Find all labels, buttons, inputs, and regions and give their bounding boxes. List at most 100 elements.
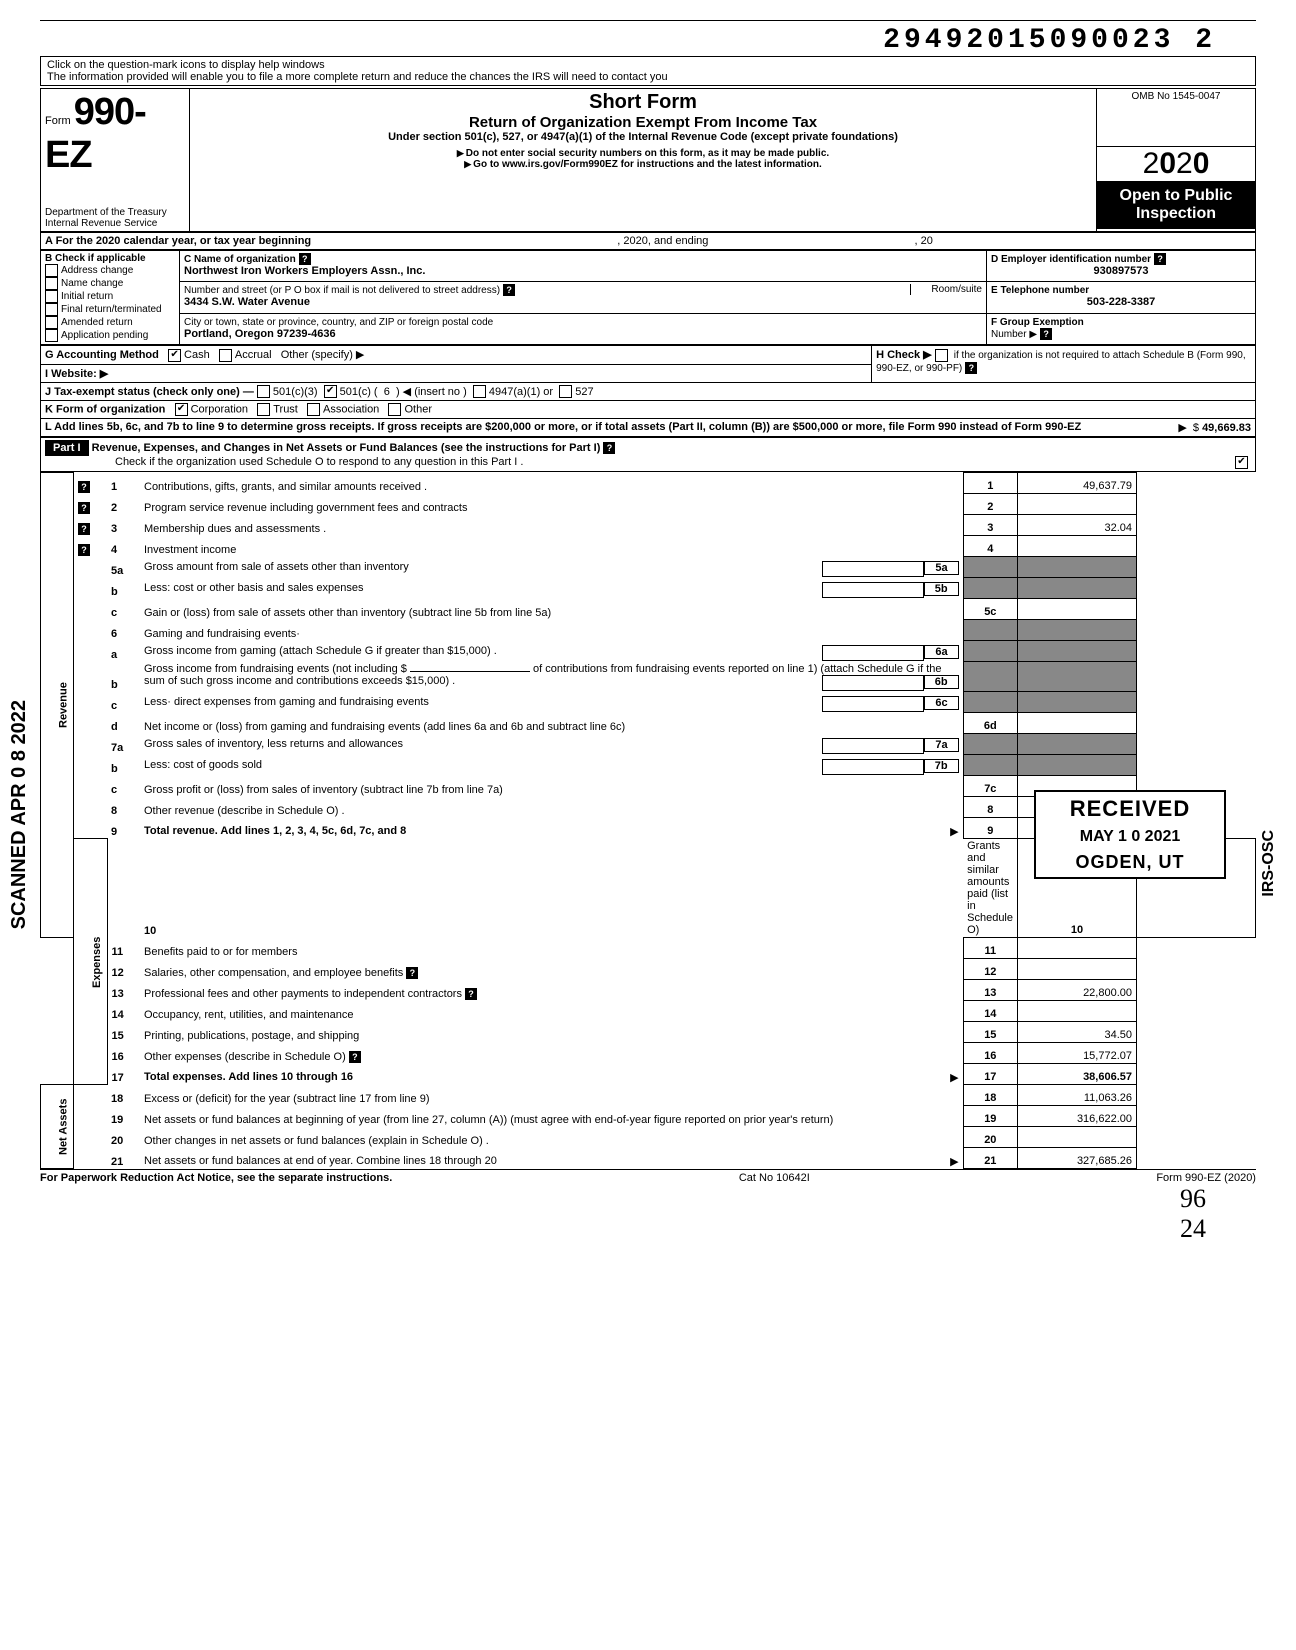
ln-6-text: Gaming and fundraising events· bbox=[140, 620, 963, 641]
f-label: F Group Exemption bbox=[991, 317, 1084, 328]
ln-3-amt[interactable]: 32.04 bbox=[1018, 515, 1137, 536]
help-icon[interactable]: ? bbox=[603, 442, 615, 454]
ln-19-text: Net assets or fund balances at beginning… bbox=[140, 1106, 963, 1127]
footer-mid: Cat No 10642I bbox=[739, 1172, 810, 1184]
cb-cash[interactable] bbox=[168, 349, 181, 362]
ln-13-amt[interactable]: 22,800.00 bbox=[1018, 980, 1137, 1001]
help-icon[interactable]: ? bbox=[299, 253, 311, 265]
ln-18-box: 18 bbox=[963, 1085, 1017, 1106]
ln-4-num: 4 bbox=[107, 536, 140, 557]
shaded-cell bbox=[1018, 692, 1137, 713]
ln-2-amt[interactable] bbox=[1018, 494, 1137, 515]
ln-17-amt[interactable]: 38,606.57 bbox=[1018, 1064, 1137, 1085]
ln-5a-amt[interactable] bbox=[822, 561, 924, 577]
help-icon[interactable]: ? bbox=[503, 284, 515, 296]
ln-12-text: Salaries, other compensation, and employ… bbox=[144, 967, 403, 979]
cb-address-change[interactable] bbox=[45, 264, 58, 277]
ln-3-text: Membership dues and assessments . bbox=[140, 515, 963, 536]
ln-21-amt[interactable]: 327,685.26 bbox=[1018, 1148, 1137, 1169]
ln-1-amt[interactable]: 49,637.79 bbox=[1018, 473, 1137, 494]
g-other: Other (specify) ▶ bbox=[281, 349, 365, 361]
help-icon[interactable]: ? bbox=[78, 523, 90, 535]
ln-16-amt[interactable]: 15,772.07 bbox=[1018, 1043, 1137, 1064]
cb-501c[interactable] bbox=[324, 385, 337, 398]
row-a: A For the 2020 calendar year, or tax yea… bbox=[40, 232, 1256, 250]
ln-6-num: 6 bbox=[107, 620, 140, 641]
ln-6d-amt[interactable] bbox=[1018, 713, 1137, 734]
shaded-cell bbox=[963, 620, 1017, 641]
dln-number: 29492015090023 2 bbox=[40, 25, 1256, 56]
ln-18-text: Excess or (deficit) for the year (subtra… bbox=[140, 1085, 963, 1106]
ln-6c-num: c bbox=[107, 692, 140, 713]
cb-other[interactable] bbox=[388, 403, 401, 416]
h-text: if the organization is not required to a… bbox=[876, 350, 1246, 374]
ln-1-box: 1 bbox=[963, 473, 1017, 494]
cb-initial-return[interactable] bbox=[45, 290, 58, 303]
help-icon[interactable]: ? bbox=[1040, 328, 1052, 340]
help-icon[interactable]: ? bbox=[465, 988, 477, 1000]
ln-5c-amt[interactable] bbox=[1018, 599, 1137, 620]
cb-assoc[interactable] bbox=[307, 403, 320, 416]
city-label: City or town, state or province, country… bbox=[184, 317, 493, 328]
ln-11-amt[interactable] bbox=[1018, 938, 1137, 959]
revenue-label: Revenue bbox=[41, 473, 74, 938]
ln-5c-box: 5c bbox=[963, 599, 1017, 620]
expenses-label: Expenses bbox=[74, 839, 108, 1085]
open-public-2: Inspection bbox=[1099, 205, 1253, 223]
ln-18-amt[interactable]: 11,063.26 bbox=[1018, 1085, 1137, 1106]
ln-11-text: Benefits paid to or for members bbox=[140, 938, 963, 959]
ln-4-box: 4 bbox=[963, 536, 1017, 557]
ln-4-amt[interactable] bbox=[1018, 536, 1137, 557]
ln-2-box: 2 bbox=[963, 494, 1017, 515]
omb-number: OMB No 1545-0047 bbox=[1097, 89, 1256, 147]
help-icon[interactable]: ? bbox=[1154, 253, 1166, 265]
ln-20-num: 20 bbox=[107, 1127, 140, 1148]
cb-schedule-o[interactable] bbox=[1235, 456, 1248, 469]
ln-6a-amt[interactable] bbox=[822, 645, 924, 661]
ln-2-num: 2 bbox=[107, 494, 140, 515]
cb-501c3[interactable] bbox=[257, 385, 270, 398]
b-item-3: Final return/terminated bbox=[61, 304, 162, 315]
ln-7a-num: 7a bbox=[107, 734, 140, 755]
ln-7a-amt[interactable] bbox=[822, 738, 924, 754]
help-icon[interactable]: ? bbox=[78, 544, 90, 556]
ln-20-amt[interactable] bbox=[1018, 1127, 1137, 1148]
cb-app-pending[interactable] bbox=[45, 329, 58, 342]
ln-14-amt[interactable] bbox=[1018, 1001, 1137, 1022]
cb-amended[interactable] bbox=[45, 316, 58, 329]
k-corp: Corporation bbox=[191, 404, 248, 416]
b-item-1: Name change bbox=[61, 278, 123, 289]
ln-19-amt[interactable]: 316,622.00 bbox=[1018, 1106, 1137, 1127]
ln-7b-num: b bbox=[107, 755, 140, 776]
cb-final-return[interactable] bbox=[45, 303, 58, 316]
cb-trust[interactable] bbox=[257, 403, 270, 416]
shaded-cell bbox=[1018, 578, 1137, 599]
help-icon[interactable]: ? bbox=[78, 502, 90, 514]
ln-12-amt[interactable] bbox=[1018, 959, 1137, 980]
help-icon[interactable]: ? bbox=[78, 481, 90, 493]
cb-527[interactable] bbox=[559, 385, 572, 398]
ln-6b-amt[interactable] bbox=[822, 675, 924, 691]
ln-12-num: 12 bbox=[107, 959, 140, 980]
help-line-1: Click on the question-mark icons to disp… bbox=[47, 59, 1249, 71]
cb-corp[interactable] bbox=[175, 403, 188, 416]
ln-5b-amt[interactable] bbox=[822, 582, 924, 598]
ln-7b-text: Less: cost of goods sold bbox=[144, 759, 262, 771]
ln-15-amt[interactable]: 34.50 bbox=[1018, 1022, 1137, 1043]
room-label: Room/suite bbox=[910, 284, 982, 295]
help-icon[interactable]: ? bbox=[406, 967, 418, 979]
ln-11-num: 11 bbox=[107, 938, 140, 959]
ln-6b-num: b bbox=[107, 662, 140, 692]
help-icon[interactable]: ? bbox=[349, 1051, 361, 1063]
ln-5b-text: Less: cost or other basis and sales expe… bbox=[144, 582, 364, 594]
ln-17-text: Total expenses. Add lines 10 through 16 bbox=[144, 1071, 353, 1083]
ln-7b-amt[interactable] bbox=[822, 759, 924, 775]
received-stamp: RECEIVED MAY 1 0 2021 OGDEN, UT bbox=[1034, 790, 1226, 879]
cb-sched-b[interactable] bbox=[935, 349, 948, 362]
ln-6c-box: 6c bbox=[924, 696, 958, 710]
help-icon[interactable]: ? bbox=[965, 362, 977, 374]
cb-accrual[interactable] bbox=[219, 349, 232, 362]
ln-6c-amt[interactable] bbox=[822, 696, 924, 712]
cb-4947[interactable] bbox=[473, 385, 486, 398]
cb-name-change[interactable] bbox=[45, 277, 58, 290]
